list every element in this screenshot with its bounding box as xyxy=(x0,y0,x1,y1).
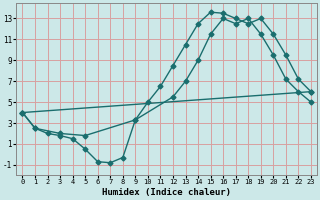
X-axis label: Humidex (Indice chaleur): Humidex (Indice chaleur) xyxy=(102,188,231,197)
